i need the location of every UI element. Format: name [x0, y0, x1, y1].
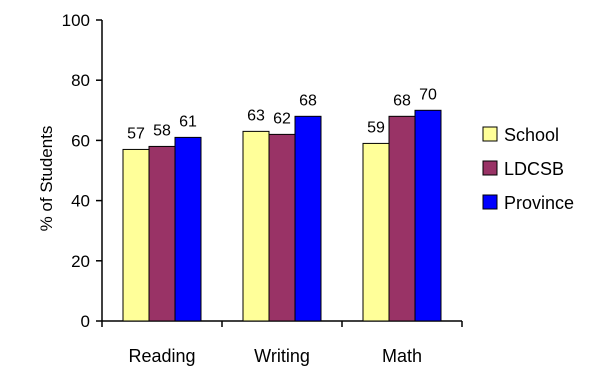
data-label: 68 — [393, 92, 411, 109]
y-tick-label: 0 — [81, 312, 90, 331]
bar-school-reading — [122, 148, 150, 322]
data-label: 57 — [127, 125, 145, 142]
data-label: 58 — [153, 122, 171, 139]
bar-province-math — [414, 109, 442, 322]
y-tick-label: 80 — [71, 71, 90, 90]
legend-swatch-province — [482, 194, 498, 210]
data-label: 62 — [273, 110, 291, 127]
bar-school-math — [362, 142, 390, 322]
legend-label-school: School — [504, 125, 559, 145]
x-category-label: Reading — [128, 346, 195, 366]
y-axis-title: % of Students — [37, 126, 56, 232]
x-category-label: Writing — [254, 346, 310, 366]
bar-province-writing — [294, 115, 322, 322]
y-tick-label: 20 — [71, 252, 90, 271]
bar-province-reading — [174, 136, 202, 322]
bars — [122, 109, 442, 322]
data-label: 70 — [419, 86, 437, 103]
data-label: 63 — [247, 107, 265, 124]
x-ticks: Reading Writing Math — [101, 321, 463, 366]
data-label: 61 — [179, 113, 197, 130]
data-labels: 57 58 61 63 62 68 59 68 70 — [127, 86, 437, 142]
bar-school-writing — [242, 130, 270, 322]
legend-label-ldcsb: LDCSB — [504, 159, 564, 179]
data-label: 59 — [367, 119, 385, 136]
legend-swatch-ldcsb — [482, 160, 498, 176]
data-label: 68 — [299, 92, 317, 109]
x-category-label: Math — [382, 346, 422, 366]
legend-swatch-school — [482, 126, 498, 142]
y-tick-label: 60 — [71, 131, 90, 150]
bar-ldcsb-writing — [268, 133, 296, 322]
legend: School LDCSB Province — [482, 125, 574, 213]
y-tick-label: 100 — [62, 11, 90, 30]
legend-label-province: Province — [504, 193, 574, 213]
y-ticks: 0 20 40 60 80 100 — [62, 11, 102, 331]
y-tick-label: 40 — [71, 192, 90, 211]
bar-ldcsb-reading — [148, 145, 176, 322]
bar-ldcsb-math — [388, 115, 416, 322]
